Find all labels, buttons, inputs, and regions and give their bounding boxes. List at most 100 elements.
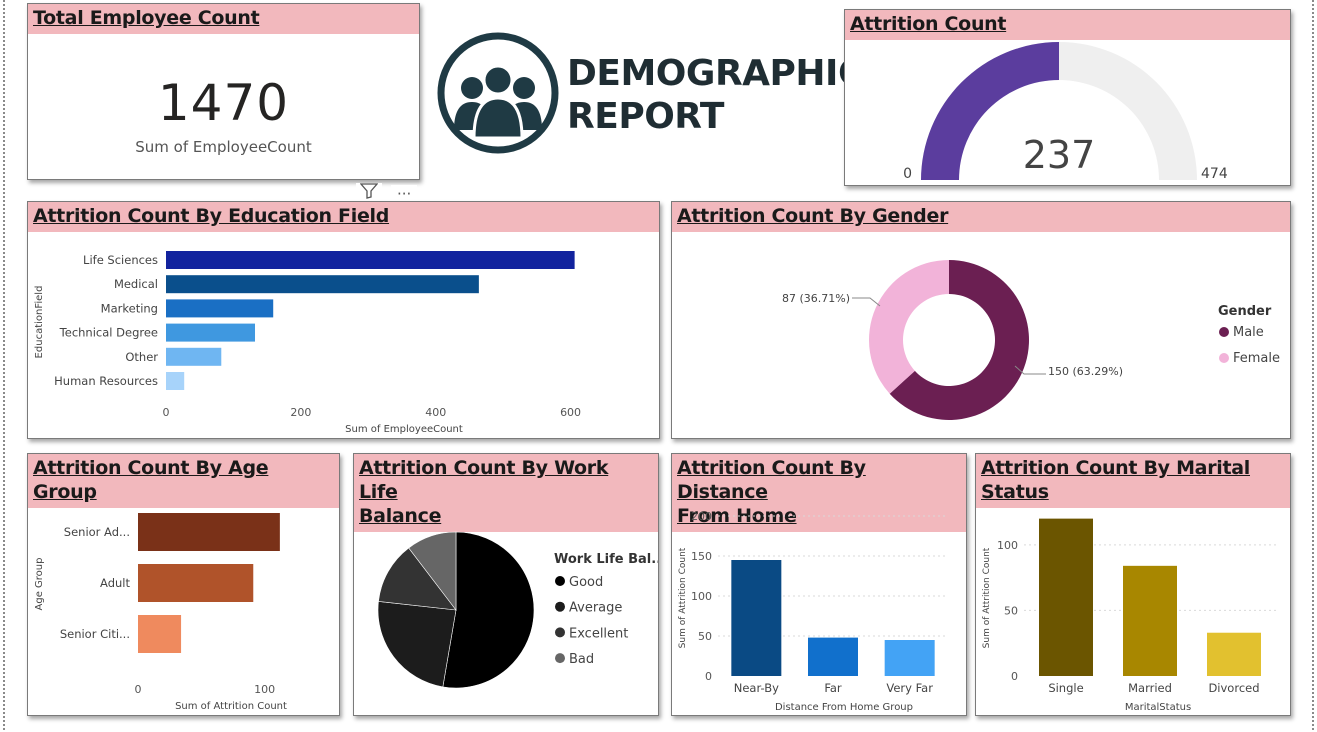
gender-slice-male	[889, 260, 1029, 420]
worklife-legend-item: Bad	[569, 652, 594, 667]
marital-status-chart-card[interactable]: Attrition Count By Marital Status Sum of…	[975, 453, 1291, 716]
education-x-tick: 600	[560, 406, 581, 419]
age-y-axis-title: Age Group	[34, 558, 45, 611]
kpi-card-title: Total Employee Count	[28, 4, 419, 34]
worklife-title-line2: Balance	[359, 505, 442, 527]
age-x-tick: 0	[135, 683, 142, 696]
worklife-slice-good	[442, 531, 535, 689]
distance-category-label: Near-By	[734, 681, 779, 695]
age-group-chart-card[interactable]: Attrition Count By Age Group Age Group S…	[27, 453, 340, 716]
gauge-card-title: Attrition Count	[845, 10, 1290, 40]
education-x-tick: 200	[290, 406, 311, 419]
age-x-axis-title: Sum of Attrition Count	[175, 701, 287, 712]
age-x-tick: 100	[254, 683, 275, 696]
marital-chart-title: Attrition Count By Marital Status	[976, 454, 1290, 508]
distance-category-label: Far	[824, 681, 842, 695]
education-bar-marketing	[166, 299, 274, 318]
worklife-legend-marker	[555, 576, 565, 586]
gender-label-leader-line	[852, 297, 881, 307]
gender-legend-marker	[1219, 327, 1229, 337]
distance-chart-title: Attrition Count By Distance From Home	[672, 454, 966, 532]
report-title: DEMOGRAPHIC REPORT	[567, 52, 864, 138]
worklife-legend-marker	[555, 627, 565, 638]
worklife-chart-title: Attrition Count By Work Life Balance	[354, 454, 658, 532]
worklife-legend-marker	[555, 653, 565, 664]
distance-chart-card[interactable]: Attrition Count By Distance From Home Su…	[671, 453, 967, 716]
education-category-label: Human Resources	[54, 374, 158, 388]
marital-bar-single	[1039, 518, 1093, 676]
gender-chart-title: Attrition Count By Gender	[672, 202, 1290, 232]
education-x-axis-title: Sum of EmployeeCount	[345, 424, 463, 435]
gender-legend-item: Male	[1233, 325, 1264, 340]
report-title-line1: DEMOGRAPHIC	[567, 53, 864, 94]
worklife-slice-bad	[408, 531, 457, 611]
gauge-card-attrition[interactable]: Attrition Count 237 0 474	[844, 9, 1291, 186]
distance-y-axis-title: Sum of Attrition Count	[678, 547, 688, 648]
distance-category-label: Very Far	[886, 681, 933, 695]
worklife-slice-average	[377, 601, 457, 688]
education-x-tick: 0	[163, 406, 170, 419]
distance-y-tick: 50	[698, 630, 712, 643]
marital-category-label: Single	[1048, 681, 1083, 695]
marital-y-tick: 100	[997, 539, 1018, 552]
marital-bar-married	[1123, 565, 1177, 676]
marital-y-axis-title: Sum of Attrition Count	[982, 547, 992, 648]
filter-icon[interactable]	[356, 183, 382, 205]
education-bar-technical-degree	[166, 323, 256, 342]
gauge-max-label: 474	[1201, 166, 1228, 182]
education-bar-medical	[166, 275, 479, 294]
gender-chart-card[interactable]: Attrition Count By Gender Gender 150 (63…	[671, 201, 1291, 439]
gauge-value: 237	[1023, 133, 1096, 177]
marital-category-label: Married	[1128, 681, 1172, 695]
distance-x-axis-title: Distance From Home Group	[775, 702, 913, 713]
age-category-label: Adult	[100, 576, 130, 590]
gauge-fill	[921, 42, 1059, 180]
age-category-label: Senior Ad...	[64, 525, 130, 539]
distance-y-tick: 0	[705, 670, 712, 683]
education-category-label: Technical Degree	[59, 326, 158, 340]
marital-x-axis-title: MaritalStatus	[1125, 702, 1191, 713]
age-group-chart: Age Group Sum of Attrition Count 0 100 Sen…	[34, 513, 287, 712]
education-bar-human-resources	[166, 372, 185, 390]
worklife-title-line1: Attrition Count By Work Life	[359, 457, 609, 503]
distance-y-tick: 200	[691, 510, 712, 523]
kpi-label: Sum of EmployeeCount	[135, 138, 312, 156]
age-category-label: Senior Citi...	[60, 627, 130, 641]
worklife-legend-item: Excellent	[569, 626, 628, 641]
worklife-legend-item: Good	[569, 575, 603, 590]
gauge-min-label: 0	[903, 166, 912, 182]
education-category-label: Medical	[114, 277, 158, 291]
gender-data-label: 150 (63.29%)	[1048, 365, 1123, 378]
worklife-legend-title: Work Life Bal...	[554, 552, 658, 567]
worklife-slice-excellent	[378, 547, 457, 611]
distance-bar-far	[808, 637, 858, 676]
distance-bar-near-by	[731, 560, 782, 676]
education-field-chart: EducationField Sum of EmployeeCount 0 200…	[34, 251, 581, 435]
distance-y-tick: 150	[691, 550, 712, 563]
distance-title-line2: From Home	[677, 505, 797, 527]
education-field-chart-card[interactable]: Attrition Count By Education Field Educa…	[27, 201, 660, 439]
report-title-line2: REPORT	[567, 96, 724, 137]
gender-slice-female	[869, 260, 949, 394]
worklife-legend-marker	[555, 601, 565, 612]
work-life-balance-pie: Work Life Bal... Good Average Excellent Bad	[377, 531, 658, 689]
marital-title-line2: Status	[981, 481, 1049, 503]
canvas-border	[3, 0, 1314, 730]
marital-title-line1: Attrition Count By Marital	[981, 457, 1250, 479]
education-category-label: Life Sciences	[83, 253, 158, 267]
education-bar-other	[166, 347, 222, 366]
people-group-icon	[437, 32, 559, 154]
gender-label-leader-line	[1014, 365, 1046, 375]
gender-legend-title: Gender	[1218, 304, 1272, 319]
age-chart-title: Attrition Count By Age Group	[28, 454, 339, 508]
marital-status-chart: Sum of Attrition Count MaritalStatus 0 50…	[982, 518, 1276, 713]
age-bar-senior-citi	[138, 615, 182, 653]
worklife-legend-item: Average	[569, 601, 622, 616]
education-x-tick: 400	[425, 406, 446, 419]
work-life-balance-chart-card[interactable]: Attrition Count By Work Life Balance Wor…	[353, 453, 659, 716]
kpi-value: 1470	[157, 74, 290, 132]
gauge-chart: 237 0 474	[903, 42, 1228, 182]
kpi-card-total-employee[interactable]: Total Employee Count 1470 Sum of Employe…	[27, 3, 420, 180]
age-bar-adult	[138, 564, 254, 602]
education-y-axis-title: EducationField	[34, 286, 45, 359]
